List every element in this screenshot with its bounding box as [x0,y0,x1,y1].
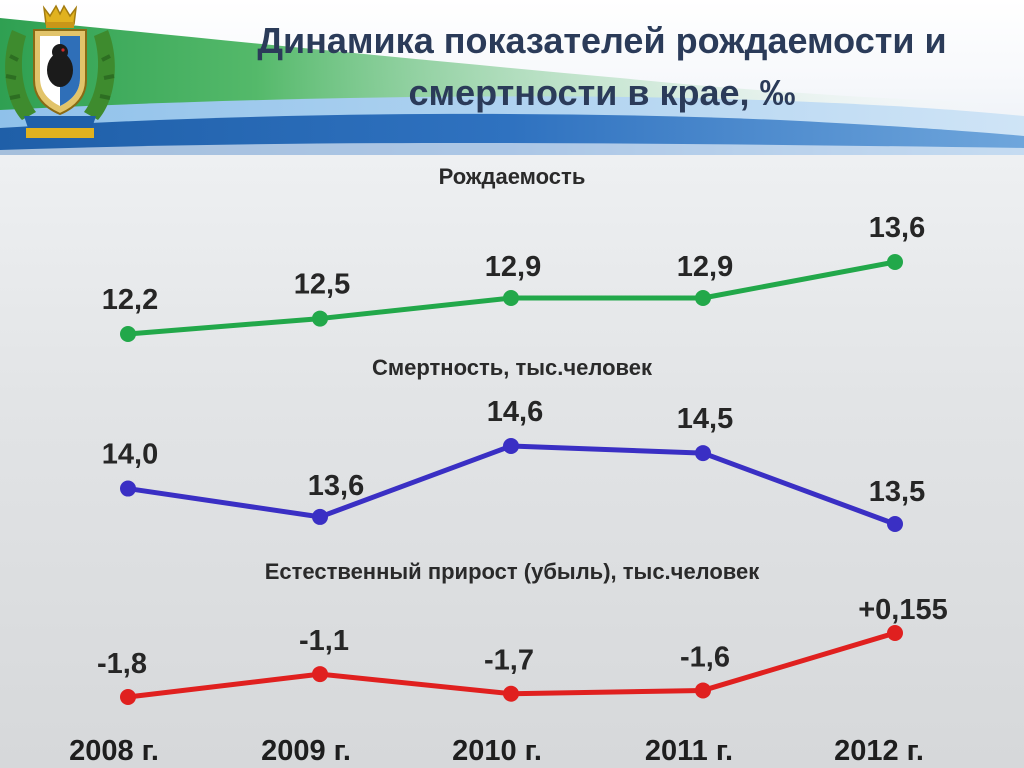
death-rate-line [127,443,896,527]
death-rate-point [503,438,519,454]
year-tick-label: 2009 г. [261,735,351,767]
birth-rate-point [503,290,519,306]
natural-growth-series-title: Естественный прирост (убыль), тыс.челове… [265,559,761,584]
death-rate-point [887,516,903,532]
natural-growth-point [695,682,711,699]
birth-rate-point [120,326,136,342]
page-title-line-2: смертности в крае, ‰ [408,72,796,113]
natural-growth-point [503,685,519,702]
birth-rate-point [312,310,328,327]
birth-rate-series-title: Рождаемость [439,164,586,189]
natural-growth-data-label: -1,6 [680,641,730,673]
death-rate-data-label: 13,6 [308,470,364,502]
natural-growth-point [312,666,328,683]
death-rate-series-title: Смертность, тыс.человек [372,355,653,380]
chart-panel [0,155,1024,768]
natural-growth-point [120,689,136,705]
death-rate-data-label: 14,6 [487,396,543,428]
birth-rate-data-label: 12,2 [102,284,158,316]
page-title-line-1: Динамика показателей рождаемости и [257,20,947,61]
year-tick-label: 2010 г. [452,735,542,767]
birth-rate-data-label: 12,9 [677,251,733,283]
death-rate-data-label: 14,0 [102,439,158,471]
birth-rate-data-label: 13,6 [869,212,925,244]
natural-growth-data-label: -1,7 [484,645,534,677]
header-wave-background [0,18,1024,155]
natural-growth-point [887,625,903,641]
death-rate-data-label: 13,5 [869,476,925,508]
natural-growth-data-label: +0,155 [858,594,948,626]
death-rate-point [312,508,328,525]
coat-of-arms-logo [5,4,115,138]
header-banner: Динамика показателей рождаемости и смерт… [0,0,1024,155]
birth-rate-data-label: 12,5 [294,269,350,301]
birth-rate-data-label: 12,9 [485,251,541,283]
death-rate-point [695,445,711,462]
year-tick-label: 2012 г. [834,735,924,767]
death-rate-data-label: 14,5 [677,403,733,435]
birth-rate-point [887,254,903,270]
year-tick-label: 2011 г. [645,735,733,767]
natural-growth-data-label: -1,8 [97,648,147,680]
year-tick-label: 2008 г. [69,735,159,767]
death-rate-point [120,480,136,497]
birth-rate-point [695,290,711,306]
natural-growth-data-label: -1,1 [299,625,349,657]
